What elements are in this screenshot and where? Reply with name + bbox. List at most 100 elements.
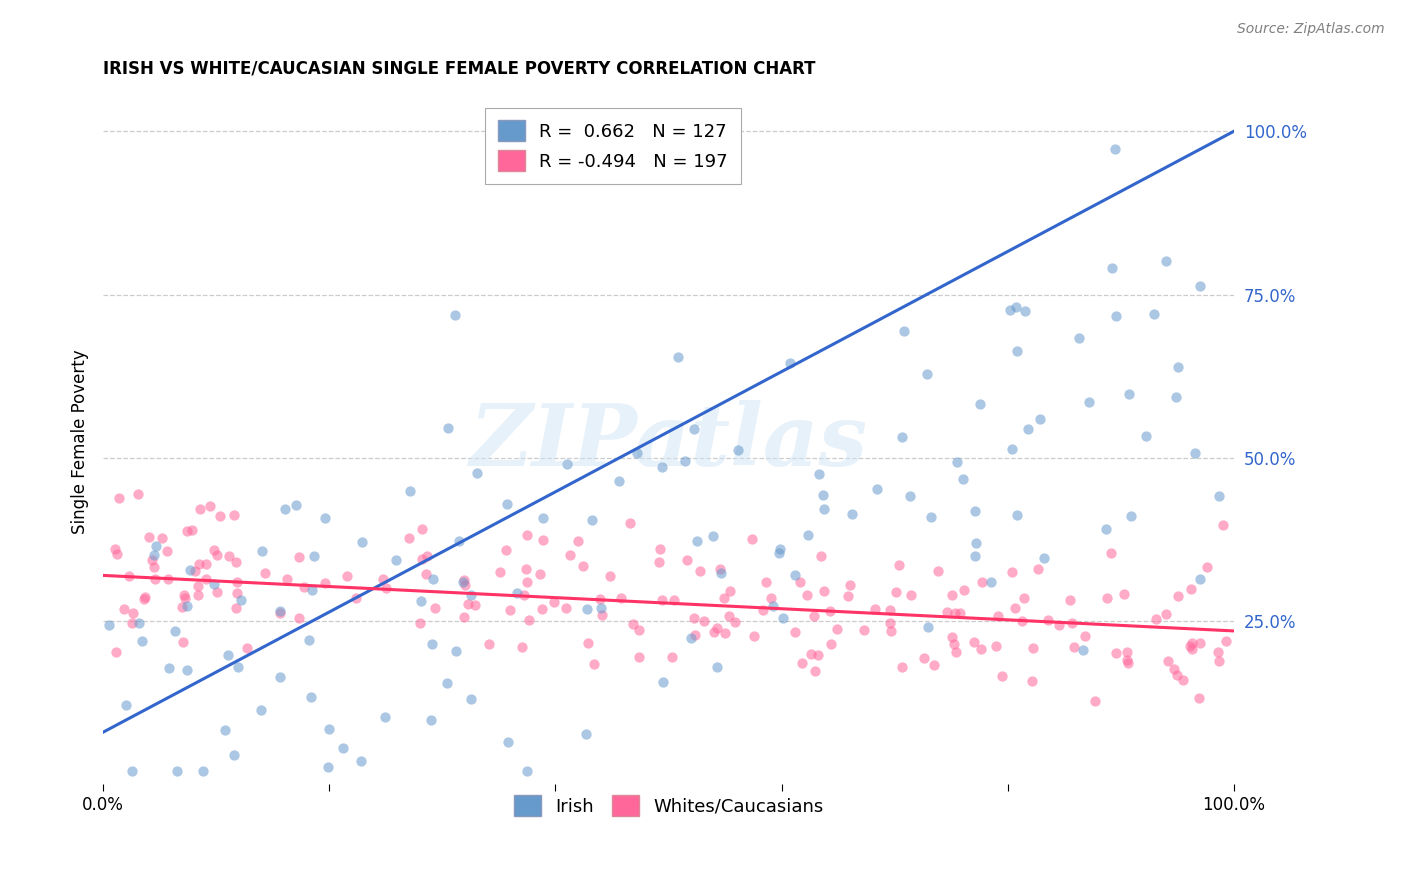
Y-axis label: Single Female Poverty: Single Female Poverty xyxy=(72,349,89,533)
Point xyxy=(495,497,517,511)
Point xyxy=(1007,343,1029,358)
Point xyxy=(460,691,482,706)
Point xyxy=(499,603,522,617)
Point xyxy=(820,637,842,651)
Point xyxy=(350,535,373,549)
Point xyxy=(558,548,581,562)
Point xyxy=(176,599,198,614)
Point xyxy=(576,636,599,650)
Point xyxy=(1115,645,1137,659)
Point xyxy=(946,455,969,469)
Point xyxy=(1060,616,1083,631)
Point xyxy=(742,629,765,643)
Point xyxy=(900,588,922,602)
Point xyxy=(1104,142,1126,156)
Point xyxy=(789,574,811,589)
Point xyxy=(1059,592,1081,607)
Point xyxy=(965,549,987,563)
Point xyxy=(769,541,792,556)
Point xyxy=(945,645,967,659)
Point xyxy=(127,487,149,501)
Text: Source: ZipAtlas.com: Source: ZipAtlas.com xyxy=(1237,22,1385,37)
Point xyxy=(1069,331,1091,345)
Point xyxy=(825,622,848,636)
Point xyxy=(626,446,648,460)
Point xyxy=(588,591,610,606)
Point xyxy=(1166,667,1188,681)
Point xyxy=(768,546,790,560)
Point xyxy=(531,533,554,547)
Point xyxy=(803,609,825,624)
Point xyxy=(122,607,145,621)
Point xyxy=(269,607,291,621)
Point xyxy=(506,586,529,600)
Point xyxy=(661,650,683,665)
Point xyxy=(879,603,901,617)
Point xyxy=(1154,254,1177,268)
Point xyxy=(891,430,914,444)
Point xyxy=(581,512,603,526)
Point xyxy=(172,635,194,649)
Point xyxy=(1215,634,1237,648)
Point xyxy=(121,616,143,631)
Point xyxy=(163,624,186,639)
Point xyxy=(1164,390,1187,404)
Point xyxy=(131,633,153,648)
Point xyxy=(284,498,307,512)
Point xyxy=(115,698,138,712)
Point xyxy=(489,566,512,580)
Point xyxy=(866,482,889,496)
Point xyxy=(567,533,589,548)
Point xyxy=(217,648,239,663)
Point xyxy=(1184,446,1206,460)
Point xyxy=(965,535,987,549)
Point xyxy=(1118,386,1140,401)
Point xyxy=(226,574,249,589)
Point xyxy=(792,657,814,671)
Point xyxy=(754,574,776,589)
Point xyxy=(415,566,437,581)
Point xyxy=(187,588,209,602)
Point xyxy=(510,640,533,655)
Point xyxy=(650,542,672,557)
Point xyxy=(224,508,246,522)
Point xyxy=(543,594,565,608)
Point xyxy=(198,499,221,513)
Point xyxy=(702,529,724,543)
Point xyxy=(880,624,903,638)
Point xyxy=(145,539,167,553)
Point xyxy=(811,488,834,502)
Point xyxy=(1181,636,1204,650)
Point xyxy=(1135,429,1157,443)
Point xyxy=(252,544,274,558)
Point xyxy=(797,528,820,542)
Point xyxy=(516,528,538,542)
Point xyxy=(143,572,166,586)
Point xyxy=(852,623,875,637)
Point xyxy=(188,501,211,516)
Point xyxy=(132,591,155,606)
Point xyxy=(298,633,321,648)
Point xyxy=(673,454,696,468)
Point xyxy=(599,569,621,583)
Point xyxy=(572,558,595,573)
Point xyxy=(269,604,291,618)
Point xyxy=(898,489,921,503)
Point xyxy=(813,583,835,598)
Point xyxy=(664,592,686,607)
Point xyxy=(917,620,939,634)
Point xyxy=(610,591,633,606)
Point xyxy=(157,572,180,586)
Point xyxy=(713,626,735,640)
Point xyxy=(98,617,121,632)
Point xyxy=(619,516,641,531)
Point xyxy=(225,555,247,569)
Point xyxy=(207,548,229,562)
Point xyxy=(411,552,433,566)
Point xyxy=(970,575,993,590)
Point xyxy=(250,703,273,717)
Point xyxy=(949,606,972,620)
Point xyxy=(887,558,910,573)
Point xyxy=(141,553,163,567)
Point xyxy=(953,582,976,597)
